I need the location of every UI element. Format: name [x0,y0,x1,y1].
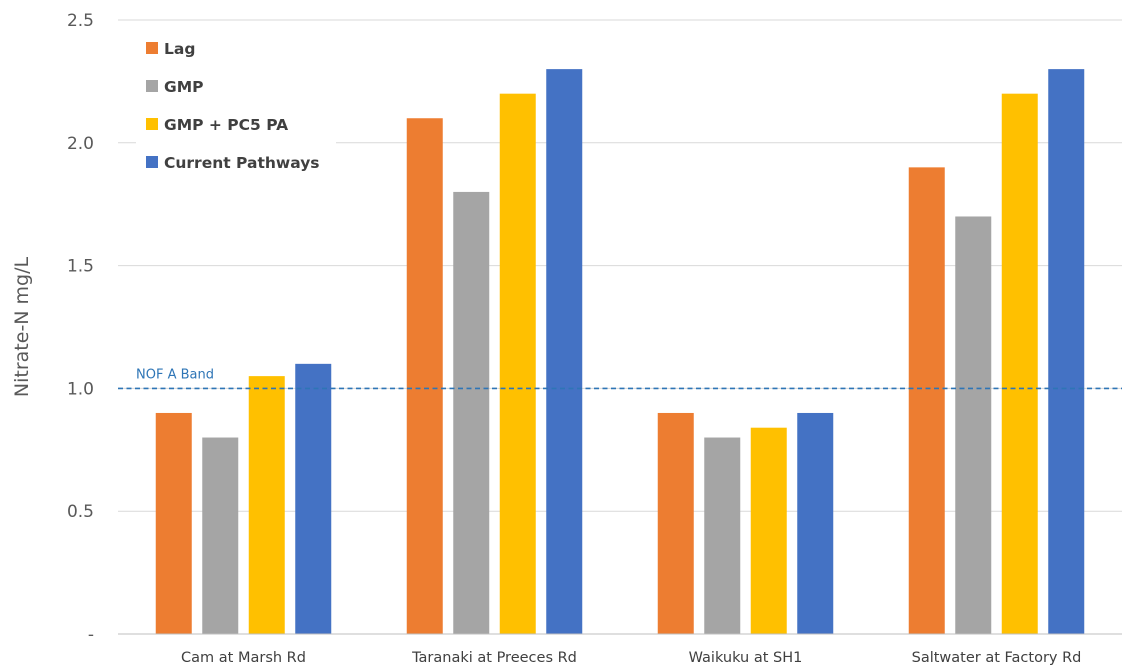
y-axis-ticks: - 0.5 1.0 1.5 2.0 2.5 [67,11,94,645]
bar [546,69,583,635]
bars [155,69,1085,635]
bar [955,216,992,635]
y-axis-title: Nitrate-N mg/L [11,256,33,397]
bar [704,437,741,634]
legend-swatch [146,80,158,92]
category-labels: Cam at Marsh Rd Taranaki at Preeces Rd Wai… [181,650,1081,666]
bar [202,437,239,634]
legend-swatch [146,118,158,130]
bar [155,412,192,634]
bar [248,376,285,634]
bar [453,191,490,635]
legend-swatch [146,156,158,168]
bar [406,118,443,635]
bar [908,167,945,635]
bar [295,363,332,634]
y-tick-label: 1.0 [67,379,94,399]
y-tick-label: - [88,625,94,645]
legend-background [136,26,336,184]
reference-line-group: NOF A Band [118,367,1122,390]
category-label: Taranaki at Preeces Rd [411,650,577,666]
y-tick-label: 0.5 [67,502,94,522]
legend-label: GMP + PC5 PA [164,116,288,134]
bar [750,427,787,634]
legend-label: Current Pathways [164,154,320,172]
y-tick-label: 2.5 [67,11,94,31]
bar [1048,69,1085,635]
bar [1001,93,1038,635]
y-tick-label: 1.5 [67,257,94,277]
category-label: Waikuku at SH1 [689,650,803,666]
legend-label: Lag [164,40,195,58]
legend-label: GMP [164,78,204,96]
y-tick-label: 2.0 [67,134,94,154]
bar [797,412,834,634]
reference-line-label: NOF A Band [136,367,214,382]
category-label: Cam at Marsh Rd [181,650,306,666]
bar [657,412,694,634]
category-label: Saltwater at Factory Rd [912,650,1082,666]
legend-swatch [146,42,158,54]
bar [499,93,536,635]
legend: Lag GMP GMP + PC5 PA Current Pathways [136,26,336,184]
